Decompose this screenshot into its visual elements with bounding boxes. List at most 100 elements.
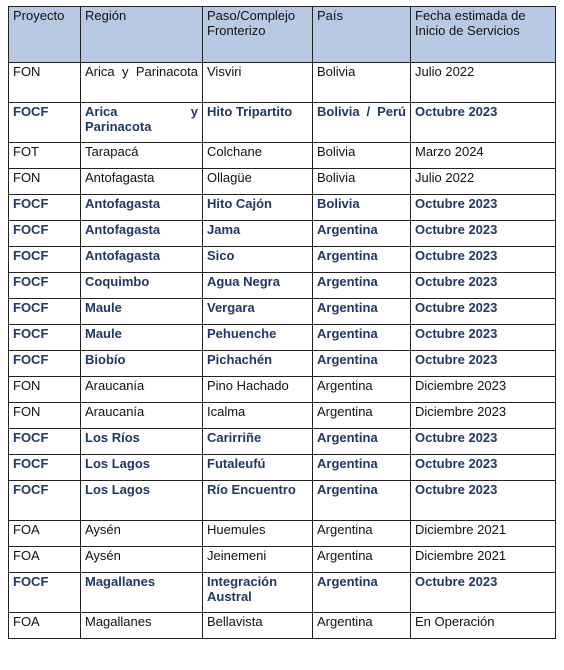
cell-pais: Argentina [312,546,411,573]
cell-fecha: Octubre 2023 [410,480,556,521]
cell-pais: Argentina [312,376,411,403]
cell-pais: Argentina [312,402,411,429]
table-row: FOCF Coquimbo Agua Negra Argentina Octubre 2… [8,272,556,299]
cell-pais: Bolivia / Perú [312,102,411,143]
table-row: FOT Tarapacá Colchane Bolivia Marzo 2024 [8,142,556,169]
cell-proyecto: FON [8,62,81,103]
cell-pais: Argentina [312,612,411,639]
header-pais: País [312,6,411,63]
cell-pais: Argentina [312,454,411,481]
cell-proyecto: FOCF [8,480,81,521]
cell-pais: Argentina [312,572,411,613]
cell-region: Los Lagos [80,480,203,521]
cell-proyecto: FON [8,168,81,195]
cell-pais: Argentina [312,350,411,377]
cell-region: Magallanes [80,572,203,613]
cell-paso: Jeinemeni [202,546,313,573]
header-proyecto: Proyecto [8,6,81,63]
cell-fecha: Julio 2022 [410,62,556,103]
cell-pais: Argentina [312,324,411,351]
table-row: FOCF Biobío Pichachén Argentina Octubre 2023 [8,350,556,377]
cell-proyecto: FOA [8,612,81,639]
table-body: FON Arica y Parinacota Visviri Bolivia Julio… [8,62,556,639]
cell-proyecto: FOCF [8,102,81,143]
cell-fecha: Octubre 2023 [410,324,556,351]
cell-paso: Agua Negra [202,272,313,299]
cell-fecha: Octubre 2023 [410,454,556,481]
header-paso: Paso/Complejo Fronterizo [202,6,313,63]
table-row: FOCF Los Lagos Futaleufú Argentina Octubre 2… [8,454,556,481]
header-fecha: Fecha estimada de Inicio de Servicios [410,6,556,63]
header-row: Proyecto Región Paso/Complejo Fronterizo… [8,6,556,63]
cell-region: Maule [80,298,203,325]
cell-region: Antofagasta [80,168,203,195]
cell-paso: Pehuenche [202,324,313,351]
cell-fecha: En Operación [410,612,556,639]
document-page: Proyecto Región Paso/Complejo Fronterizo… [8,6,556,639]
cell-pais: Argentina [312,246,411,273]
cell-pais: Argentina [312,220,411,247]
cell-fecha: Marzo 2024 [410,142,556,169]
cell-pais: Argentina [312,298,411,325]
cell-region: Los Ríos [80,428,203,455]
cell-fecha: Octubre 2023 [410,272,556,299]
table-header: Proyecto Región Paso/Complejo Fronterizo… [8,6,556,63]
cell-proyecto: FOCF [8,350,81,377]
table-row: FOCF Antofagasta Sico Argentina Octubre 2023 [8,246,556,273]
cell-region: Magallanes [80,612,203,639]
cell-paso: Sico [202,246,313,273]
cell-pais: Bolivia [312,62,411,103]
cell-proyecto: FOA [8,520,81,547]
cell-pais: Argentina [312,480,411,521]
cell-proyecto: FOA [8,546,81,573]
cell-pais: Bolivia [312,168,411,195]
table-row: FOCF Los Ríos Carirriñe Argentina Octubre 20… [8,428,556,455]
cell-proyecto: FOCF [8,298,81,325]
cell-pais: Bolivia [312,142,411,169]
cell-pais: Argentina [312,428,411,455]
cell-region: Maule [80,324,203,351]
cell-fecha: Julio 2022 [410,168,556,195]
cell-paso: Pichachén [202,350,313,377]
cell-paso: Integración Austral [202,572,313,613]
cell-fecha: Diciembre 2023 [410,402,556,429]
table-row: FOCF Arica y Parinacota Hito Tripartito Bol… [8,102,556,143]
table-row: FOCF Los Lagos Río Encuentro Argentina Octub… [8,480,556,521]
table-row: FON Araucanía Icalma Argentina Diciembre 202… [8,402,556,429]
cell-fecha: Octubre 2023 [410,572,556,613]
table-row: FOCF Maule Vergara Argentina Octubre 2023 [8,298,556,325]
table-row: FOA Magallanes Bellavista Argentina En Opera… [8,612,556,639]
cell-proyecto: FOCF [8,220,81,247]
cell-proyecto: FOCF [8,194,81,221]
cell-proyecto: FOT [8,142,81,169]
table-row: FOA Aysén Jeinemeni Argentina Diciembre 2021 [8,546,556,573]
table-row: FOA Aysén Huemules Argentina Diciembre 2021 [8,520,556,547]
cell-paso: Visviri [202,62,313,103]
cell-region: Antofagasta [80,220,203,247]
cell-proyecto: FOCF [8,324,81,351]
cell-region: Los Lagos [80,454,203,481]
cell-paso: Jama [202,220,313,247]
cell-paso: Pino Hachado [202,376,313,403]
cell-fecha: Octubre 2023 [410,298,556,325]
table-row: FOCF Magallanes Integración Austral Argenti… [8,572,556,613]
cell-pais: Argentina [312,272,411,299]
cell-paso: Bellavista [202,612,313,639]
cell-proyecto: FOCF [8,246,81,273]
cell-fecha: Octubre 2023 [410,350,556,377]
cell-proyecto: FON [8,402,81,429]
border-crossings-table: Proyecto Región Paso/Complejo Fronterizo… [8,6,556,639]
cell-proyecto: FOCF [8,272,81,299]
cell-fecha: Octubre 2023 [410,246,556,273]
cell-region: Coquimbo [80,272,203,299]
cell-fecha: Diciembre 2021 [410,520,556,547]
table-row: FOCF Antofagasta Jama Argentina Octubre 2023 [8,220,556,247]
header-region: Región [80,6,203,63]
cell-region: Aysén [80,546,203,573]
cell-fecha: Diciembre 2023 [410,376,556,403]
cell-paso: Hito Tripartito [202,102,313,143]
cell-paso: Vergara [202,298,313,325]
cell-region: Arica y Parinacota [80,102,203,143]
cell-paso: Colchane [202,142,313,169]
cell-region: Arica y Parinacota [80,62,203,103]
